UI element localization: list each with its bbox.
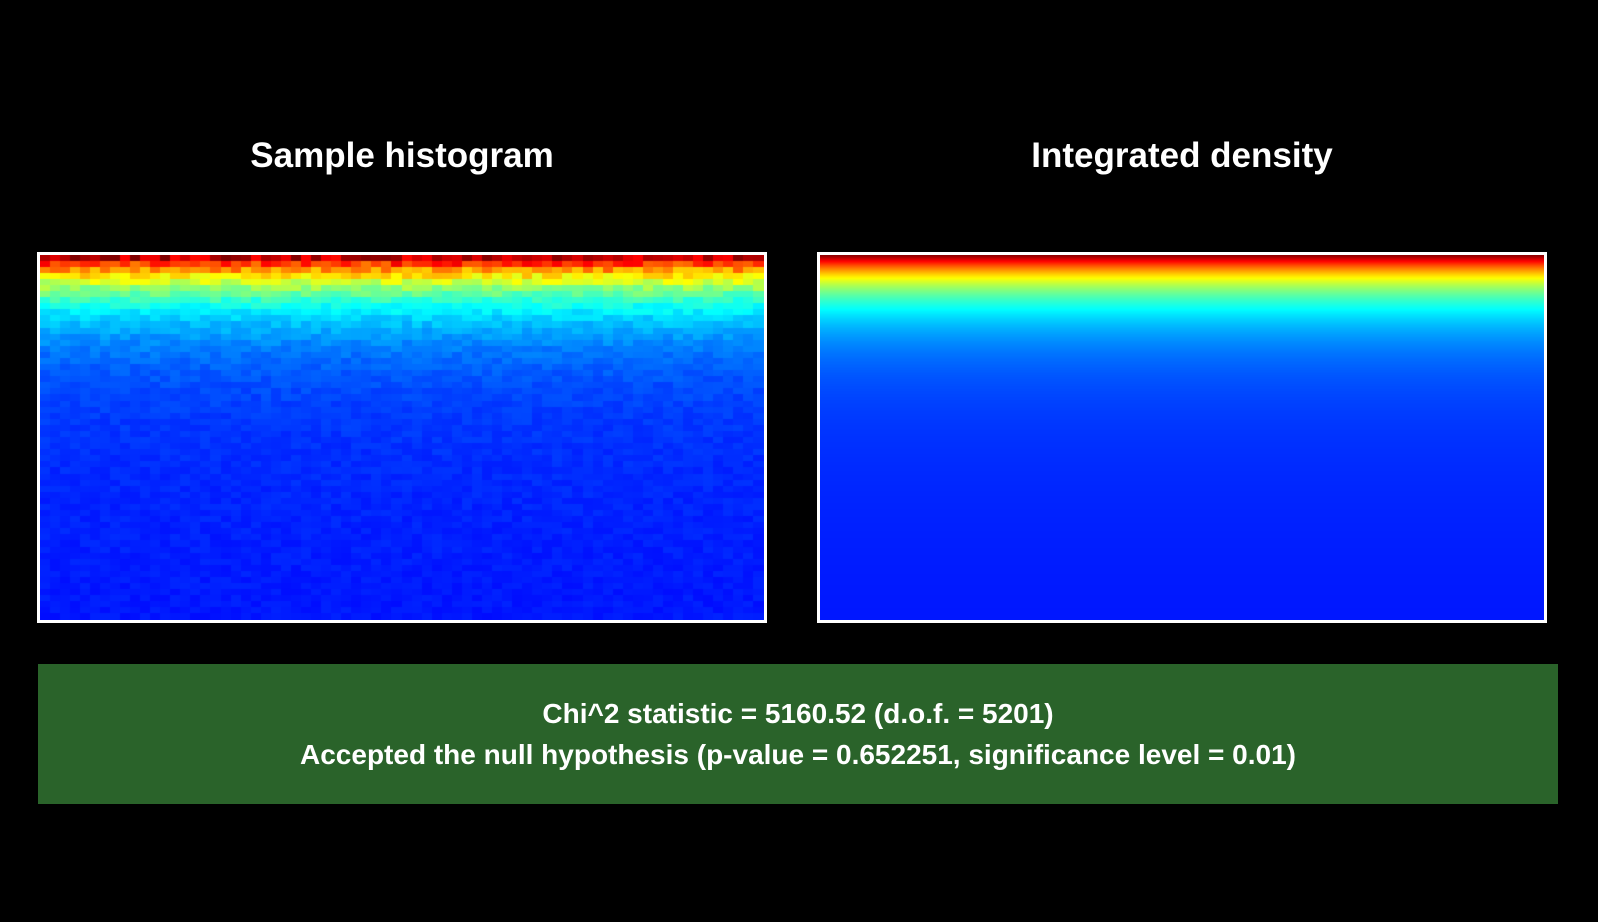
- sample-histogram-heatmap: [40, 255, 764, 620]
- panel-title-right: Integrated density: [1031, 136, 1333, 175]
- test-result-box: Chi^2 statistic = 5160.52 (d.o.f. = 5201…: [38, 664, 1558, 804]
- sample-histogram-frame: [37, 252, 767, 623]
- integrated-density-heatmap: [820, 255, 1544, 620]
- chi-square-statistic-text: Chi^2 statistic = 5160.52 (d.o.f. = 5201…: [542, 698, 1054, 729]
- hypothesis-verdict-text: Accepted the null hypothesis (p-value = …: [300, 739, 1296, 770]
- integrated-density-frame: [817, 252, 1547, 623]
- panel-title-left: Sample histogram: [250, 136, 554, 175]
